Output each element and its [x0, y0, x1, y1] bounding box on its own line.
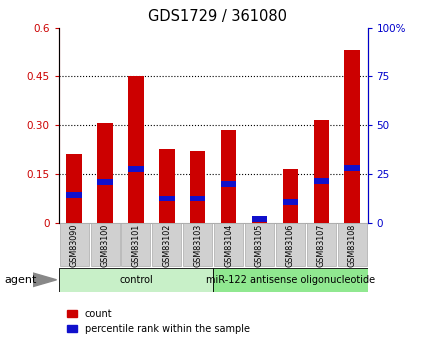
Bar	[128, 76, 143, 223]
Bar	[344, 165, 359, 170]
Bar	[190, 151, 205, 223]
Text: GSM83090: GSM83090	[69, 223, 79, 267]
Bar	[282, 199, 297, 205]
Bar	[220, 130, 236, 223]
Bar	[66, 154, 82, 223]
Text: miR-122 antisense oligonucleotide: miR-122 antisense oligonucleotide	[205, 275, 374, 285]
Bar	[66, 192, 82, 198]
Bar	[220, 181, 236, 187]
Bar	[344, 50, 359, 223]
Bar	[337, 224, 366, 266]
Bar	[313, 178, 328, 184]
Text: agent: agent	[4, 275, 36, 285]
Text: GSM83102: GSM83102	[162, 223, 171, 267]
Polygon shape	[33, 273, 56, 287]
Bar	[251, 221, 266, 223]
Bar	[313, 120, 328, 223]
Legend: count, percentile rank within the sample: count, percentile rank within the sample	[63, 305, 253, 338]
Bar	[152, 224, 181, 266]
Bar	[97, 124, 112, 223]
Text: GSM83105: GSM83105	[254, 223, 263, 267]
Text: control: control	[119, 275, 152, 285]
Bar	[121, 224, 150, 266]
Bar	[251, 216, 266, 222]
Bar	[244, 224, 273, 266]
Bar	[190, 196, 205, 201]
Text: GSM83107: GSM83107	[316, 223, 325, 267]
Bar	[59, 268, 213, 292]
Bar	[183, 224, 212, 266]
Bar	[282, 169, 297, 223]
Text: GSM83104: GSM83104	[224, 223, 233, 267]
Text: GSM83103: GSM83103	[193, 223, 202, 267]
Bar	[159, 196, 174, 201]
Bar	[306, 224, 335, 266]
Text: GSM83100: GSM83100	[100, 223, 109, 267]
Text: GSM83106: GSM83106	[285, 223, 294, 267]
Bar	[159, 149, 174, 223]
Bar	[128, 166, 143, 172]
Bar	[97, 179, 112, 185]
Bar	[213, 268, 367, 292]
Text: GSM83108: GSM83108	[347, 223, 356, 267]
Bar	[275, 224, 304, 266]
Text: GDS1729 / 361080: GDS1729 / 361080	[148, 9, 286, 23]
Bar	[214, 224, 243, 266]
Bar	[90, 224, 119, 266]
Bar	[59, 224, 89, 266]
Text: GSM83101: GSM83101	[131, 223, 140, 267]
